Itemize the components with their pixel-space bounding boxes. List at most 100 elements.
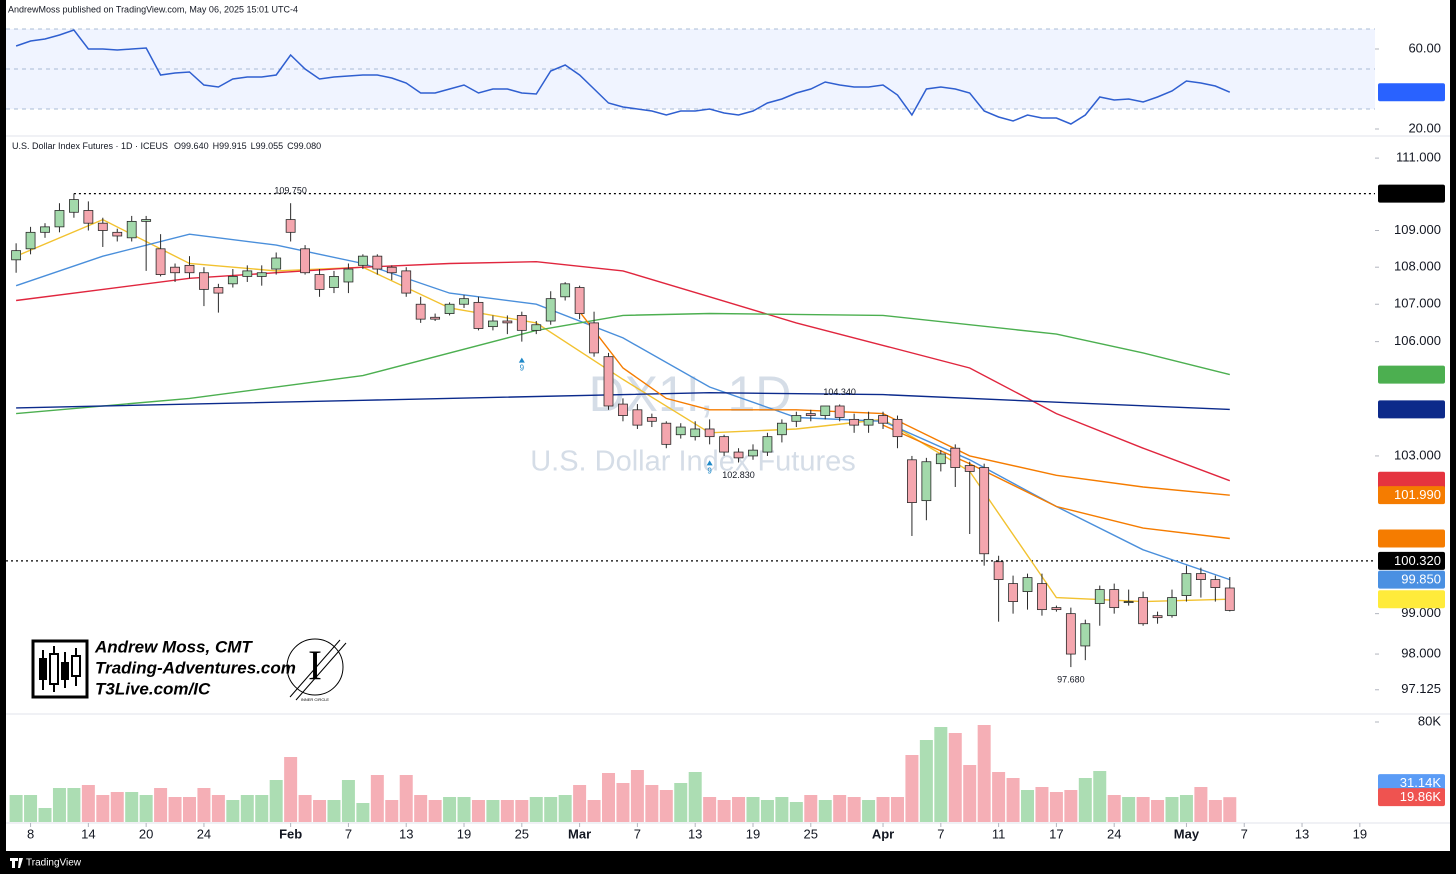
candle-body: [97, 222, 108, 231]
price-label-box: [1378, 400, 1445, 419]
candle-body: [1022, 577, 1033, 592]
volume-bar: [602, 773, 616, 822]
volume-bar: [1165, 797, 1179, 822]
volume-bar: [833, 795, 847, 822]
x-tick-label: 19: [457, 826, 471, 841]
x-tick-label: 7: [937, 826, 944, 841]
rsi-band: [6, 29, 1375, 109]
volume-bar: [370, 775, 384, 822]
volume-bar: [182, 797, 196, 822]
y-tick-label: 109.000: [1394, 222, 1441, 237]
candle-body: [993, 561, 1004, 580]
volume-bar: [977, 725, 991, 822]
x-tick-label: Apr: [872, 826, 894, 841]
candle-body: [719, 436, 729, 453]
moving-average: [15, 218, 1230, 603]
candle-body: [11, 250, 22, 261]
signal-marker: [518, 357, 525, 363]
price-label: 100.320: [1394, 553, 1441, 568]
inner-circle-logo: I: [286, 638, 347, 701]
price-label-box: [1378, 471, 1445, 490]
volume-bar: [674, 783, 688, 822]
volume-bar: [992, 772, 1006, 822]
candle-body: [372, 255, 383, 270]
candle-body: [979, 467, 990, 555]
price-label-box: [1378, 774, 1445, 793]
volume-bar: [1107, 795, 1121, 822]
volume-bar: [284, 757, 298, 822]
candle-body: [430, 316, 441, 320]
x-tick-label: 13: [1295, 826, 1309, 841]
volume-bar: [1021, 790, 1035, 822]
candle-body: [776, 422, 787, 436]
candle-body: [1138, 597, 1149, 625]
volume-bar: [645, 785, 659, 822]
y-tick-label: 111.000: [1396, 150, 1441, 165]
x-tick-label: 7: [1241, 826, 1248, 841]
price-label-box: [1378, 590, 1445, 609]
candle-body: [415, 303, 426, 320]
candle-body: [574, 287, 585, 314]
candle-body: [213, 287, 224, 294]
candle-body: [488, 320, 498, 328]
volume-bar: [356, 803, 370, 822]
candle-body: [1051, 607, 1062, 611]
volume-bar: [1093, 771, 1107, 822]
logo-text: Trading-Adventures.com: [95, 658, 296, 677]
volume-bar: [96, 795, 110, 822]
candle-body: [386, 266, 397, 274]
volume-bar: [38, 808, 52, 822]
price-label-box: [1378, 529, 1445, 548]
candle-body: [632, 409, 643, 426]
volume-bar: [1064, 790, 1078, 822]
candle-body: [112, 231, 123, 237]
volume-bar: [52, 788, 66, 822]
volume-bar: [428, 800, 442, 822]
volume-bar: [963, 765, 977, 822]
y-tick-label: 106.000: [1394, 333, 1441, 348]
candle-body: [791, 415, 802, 422]
x-tick-label: 17: [1049, 826, 1063, 841]
candle-body: [401, 270, 412, 294]
candle-body: [343, 268, 354, 283]
price-label-box: [1378, 551, 1445, 570]
candle-body: [690, 428, 701, 438]
watermark-subtitle: U.S. Dollar Index Futures: [530, 446, 856, 478]
x-tick-label: 7: [345, 826, 352, 841]
volume-bar: [81, 785, 95, 822]
candle-body: [69, 199, 79, 213]
candle-body: [1037, 583, 1047, 611]
candle-body: [935, 453, 946, 465]
candle-body: [199, 272, 209, 290]
volume-bar: [948, 733, 962, 822]
volume-bar: [544, 797, 558, 822]
y-tick-label: 80K: [1418, 713, 1441, 728]
candle-body: [83, 210, 94, 224]
canvas: [6, 0, 1450, 851]
price-label: 101.990: [1394, 487, 1441, 502]
candle-body: [878, 415, 888, 424]
candle-body: [126, 220, 137, 239]
volume-bar: [558, 795, 572, 822]
candle-body: [589, 322, 599, 354]
x-tick-label: 24: [1107, 826, 1121, 841]
candle-body: [661, 422, 672, 445]
y-tick-label: 103.000: [1394, 447, 1441, 462]
volume-bar: [1208, 800, 1222, 822]
x-tick-label: 25: [515, 826, 529, 841]
price-annotation: 109.750: [274, 186, 307, 196]
y-tick-label: 97.125: [1401, 681, 1441, 696]
x-tick-label: Feb: [279, 826, 302, 841]
volume-bar: [789, 802, 803, 822]
candle-body: [242, 270, 253, 277]
candle-body: [748, 449, 758, 457]
volume-bar: [240, 795, 254, 822]
volume-bar: [67, 788, 81, 822]
candle-body: [516, 315, 527, 331]
volume-bar: [327, 800, 341, 822]
moving-average: [16, 260, 1231, 482]
signal-count: 9: [520, 364, 525, 373]
candle-body: [459, 298, 469, 305]
candle-body: [184, 264, 195, 274]
x-tick-label: 24: [197, 826, 211, 841]
